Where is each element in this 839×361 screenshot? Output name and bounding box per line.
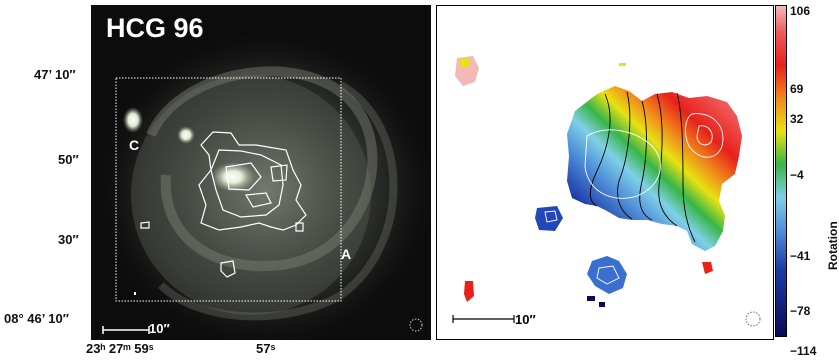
ra-tick-23-27-59: 23ʰ 27ᵐ 59ˢ [86, 341, 154, 356]
panel-title: HCG 96 [106, 13, 204, 43]
contour-blob-3 [295, 222, 304, 232]
contour-inner [225, 162, 262, 191]
beam-circle [409, 318, 423, 332]
colorbar-title: Rotation Velocity (km s⁻¹) [826, 221, 839, 270]
velocity-blob-sw [464, 281, 474, 302]
contour-blob-2 [220, 260, 236, 278]
galaxy-nucleus [211, 162, 255, 192]
companion-c [123, 107, 143, 133]
contour-outer [198, 131, 307, 231]
label-c: C [129, 137, 140, 153]
ra-tick-57: 57ˢ [256, 341, 276, 356]
isovel-1 [589, 93, 611, 207]
optical-image [91, 25, 431, 340]
velocity-blob-nw-core [459, 58, 470, 68]
velocity-blob-w-contour [544, 210, 558, 223]
intensity-2 [685, 113, 724, 158]
dec-tick-47-10: 47’ 10″ [34, 67, 76, 82]
contour-knot-2 [245, 192, 272, 208]
label-a: A [341, 246, 352, 262]
velocity-blob-e [702, 262, 713, 274]
colorbar-tick-69: 69 [790, 82, 804, 96]
velocity-blob-s [587, 256, 627, 294]
isovel-5 [676, 92, 696, 243]
colorbar-tick-106: 106 [790, 4, 811, 18]
velocity-blob-s-contour [596, 265, 620, 285]
dec-tick-30: 30″ [58, 232, 79, 247]
scale-bar-right-label: 10″ [515, 312, 536, 327]
colorbar-tick-32: 32 [790, 112, 804, 126]
velocity-field-main [567, 86, 742, 251]
colorbar [775, 5, 787, 337]
marker-dot [134, 292, 136, 295]
contour-knot [270, 164, 288, 182]
velocity-blob-s3 [599, 302, 605, 307]
intensity-3 [696, 125, 713, 146]
intensity-1 [584, 129, 661, 199]
velocity-map-panel: 10″ [436, 5, 774, 340]
dec-tick-50: 50″ [58, 152, 79, 167]
colorbar-tick-neg4: −4 [790, 168, 804, 182]
spiral-arm [146, 66, 378, 272]
velocity-map [452, 56, 761, 327]
field-box [115, 77, 342, 302]
velocity-blob-w [535, 206, 563, 231]
isovel-2 [617, 91, 633, 220]
hi-contours [140, 131, 307, 278]
scale-bar-label: 10″ [149, 321, 170, 336]
isovel-4 [656, 93, 678, 227]
bright-star [177, 126, 195, 144]
velocity-blob-n [619, 63, 626, 66]
beam-circle-right [745, 311, 761, 327]
dec-tick-46-10: 08° 46’ 10″ [4, 311, 69, 326]
contour-blob-1 [140, 221, 150, 229]
colorbar-tick-neg78: −78 [790, 304, 811, 318]
colorbar-tick-neg114: −114 [790, 344, 817, 358]
velocity-blob-s2 [587, 296, 595, 301]
galaxy-halo [91, 25, 431, 340]
optical-image-panel: HCG 96 C A 10″ [91, 5, 431, 340]
isovel-3 [639, 100, 653, 221]
colorbar-tick-neg41: −41 [790, 249, 811, 263]
contour-mid [210, 149, 284, 218]
intensity-contours [584, 113, 724, 199]
isovelocity-contours [589, 91, 696, 243]
